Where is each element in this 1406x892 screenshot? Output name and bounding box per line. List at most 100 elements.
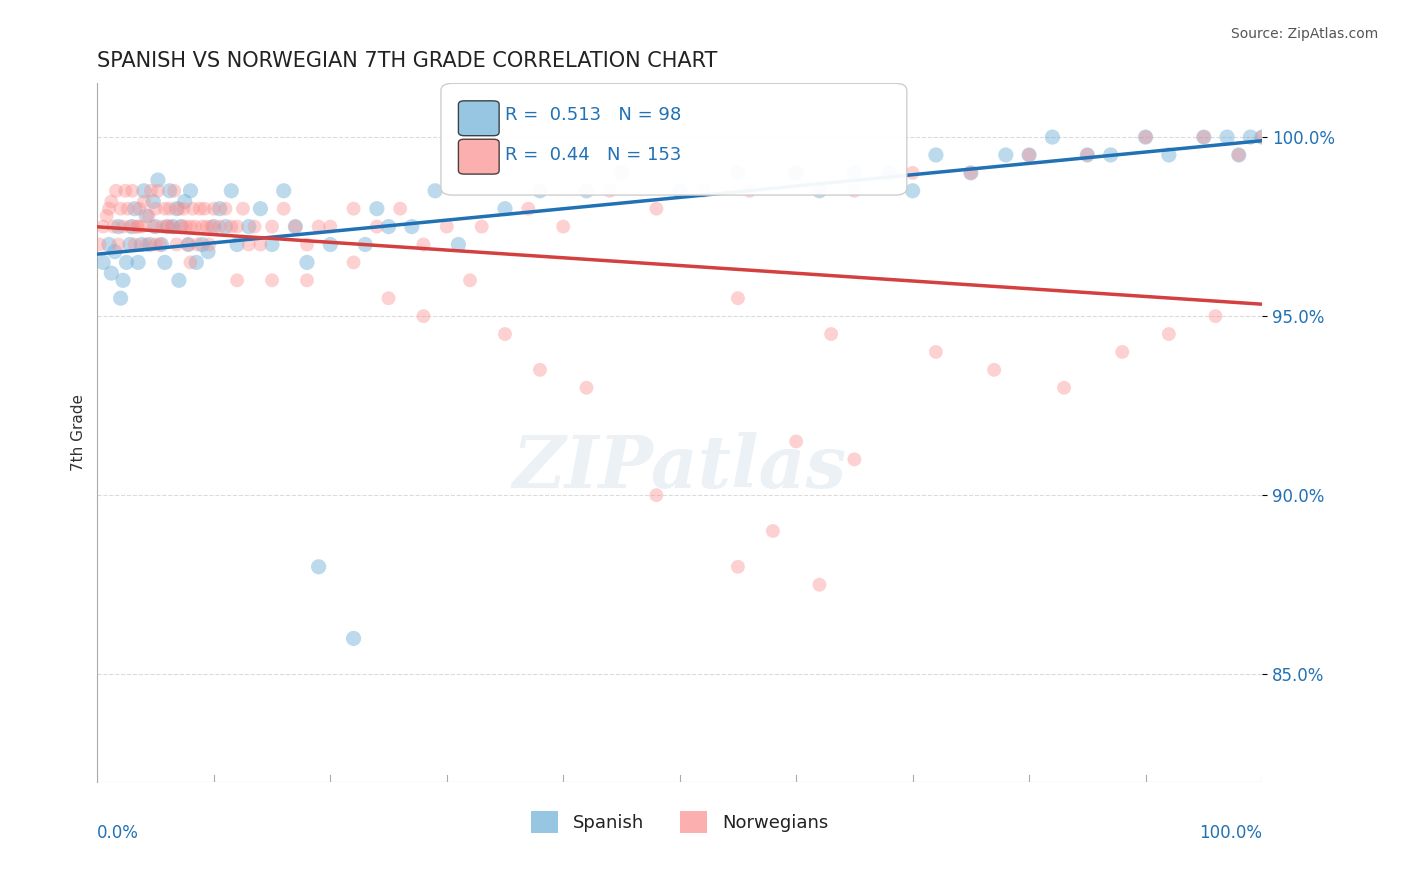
Point bbox=[785, 434, 807, 449]
Point bbox=[152, 219, 174, 234]
Point bbox=[319, 237, 342, 252]
Point bbox=[1042, 130, 1064, 145]
Point bbox=[89, 237, 111, 252]
Point bbox=[145, 237, 167, 252]
Point bbox=[159, 202, 181, 216]
Point bbox=[529, 184, 551, 198]
Point bbox=[436, 219, 458, 234]
Point bbox=[127, 255, 149, 269]
Point bbox=[197, 244, 219, 259]
Point bbox=[808, 577, 831, 591]
Point bbox=[91, 255, 114, 269]
Point bbox=[319, 219, 342, 234]
Point bbox=[98, 237, 121, 252]
Point bbox=[195, 219, 218, 234]
FancyBboxPatch shape bbox=[458, 139, 499, 174]
Point bbox=[1227, 148, 1250, 162]
Point bbox=[762, 524, 785, 538]
Point bbox=[844, 184, 866, 198]
Point bbox=[273, 184, 295, 198]
Point bbox=[124, 237, 146, 252]
Point bbox=[1053, 381, 1076, 395]
FancyBboxPatch shape bbox=[458, 101, 499, 136]
Point bbox=[295, 255, 318, 269]
Point bbox=[186, 255, 208, 269]
Point bbox=[132, 194, 155, 209]
Point bbox=[173, 194, 195, 209]
Point bbox=[135, 237, 157, 252]
Point bbox=[785, 166, 807, 180]
Point bbox=[166, 237, 188, 252]
Point bbox=[575, 381, 598, 395]
Point bbox=[238, 237, 260, 252]
Point bbox=[423, 184, 446, 198]
Point bbox=[1018, 148, 1040, 162]
Point bbox=[191, 237, 214, 252]
Point bbox=[727, 166, 749, 180]
Point bbox=[284, 219, 307, 234]
Point bbox=[1216, 130, 1239, 145]
Point bbox=[180, 184, 202, 198]
Point bbox=[575, 184, 598, 198]
Point bbox=[146, 173, 169, 187]
Point bbox=[960, 166, 983, 180]
Point bbox=[238, 219, 260, 234]
Point bbox=[118, 219, 141, 234]
Point bbox=[111, 219, 134, 234]
Point bbox=[645, 488, 668, 502]
Text: 0.0%: 0.0% bbox=[97, 823, 139, 841]
Point bbox=[177, 237, 200, 252]
Point bbox=[342, 255, 364, 269]
Text: Source: ZipAtlas.com: Source: ZipAtlas.com bbox=[1230, 27, 1378, 41]
Point bbox=[925, 345, 948, 359]
Point bbox=[162, 219, 184, 234]
Point bbox=[412, 309, 434, 323]
Text: R =  0.44   N = 153: R = 0.44 N = 153 bbox=[505, 146, 682, 164]
Point bbox=[221, 219, 243, 234]
Point bbox=[844, 166, 866, 180]
Point bbox=[610, 166, 633, 180]
Y-axis label: 7th Grade: 7th Grade bbox=[72, 394, 86, 471]
Point bbox=[785, 166, 807, 180]
Point bbox=[389, 202, 412, 216]
Point bbox=[167, 202, 190, 216]
Point bbox=[200, 219, 222, 234]
Point bbox=[249, 237, 271, 252]
Point bbox=[342, 202, 364, 216]
Point bbox=[131, 237, 153, 252]
Point bbox=[167, 273, 190, 287]
Point bbox=[131, 219, 153, 234]
Point bbox=[118, 237, 141, 252]
Point bbox=[100, 266, 122, 280]
Point bbox=[599, 184, 621, 198]
Point bbox=[366, 219, 388, 234]
Point bbox=[994, 148, 1017, 162]
Point bbox=[1099, 148, 1122, 162]
Point bbox=[170, 219, 193, 234]
Point bbox=[214, 202, 236, 216]
Point bbox=[145, 202, 167, 216]
Point bbox=[125, 219, 148, 234]
Point bbox=[170, 219, 193, 234]
Text: ZIPatlas: ZIPatlas bbox=[513, 432, 846, 503]
Point bbox=[1111, 345, 1133, 359]
Point bbox=[117, 202, 139, 216]
Point bbox=[1192, 130, 1215, 145]
Point bbox=[208, 202, 231, 216]
Point bbox=[645, 202, 668, 216]
Point bbox=[115, 255, 138, 269]
Point bbox=[1239, 130, 1261, 145]
Point bbox=[901, 166, 924, 180]
Point bbox=[174, 219, 197, 234]
Point bbox=[138, 209, 160, 223]
Point bbox=[226, 219, 249, 234]
FancyBboxPatch shape bbox=[441, 83, 907, 195]
Point bbox=[295, 273, 318, 287]
Point bbox=[208, 219, 231, 234]
Point bbox=[1204, 309, 1226, 323]
Point bbox=[1076, 148, 1098, 162]
Point bbox=[901, 184, 924, 198]
Point bbox=[401, 219, 423, 234]
Point bbox=[107, 237, 129, 252]
Point bbox=[181, 202, 204, 216]
